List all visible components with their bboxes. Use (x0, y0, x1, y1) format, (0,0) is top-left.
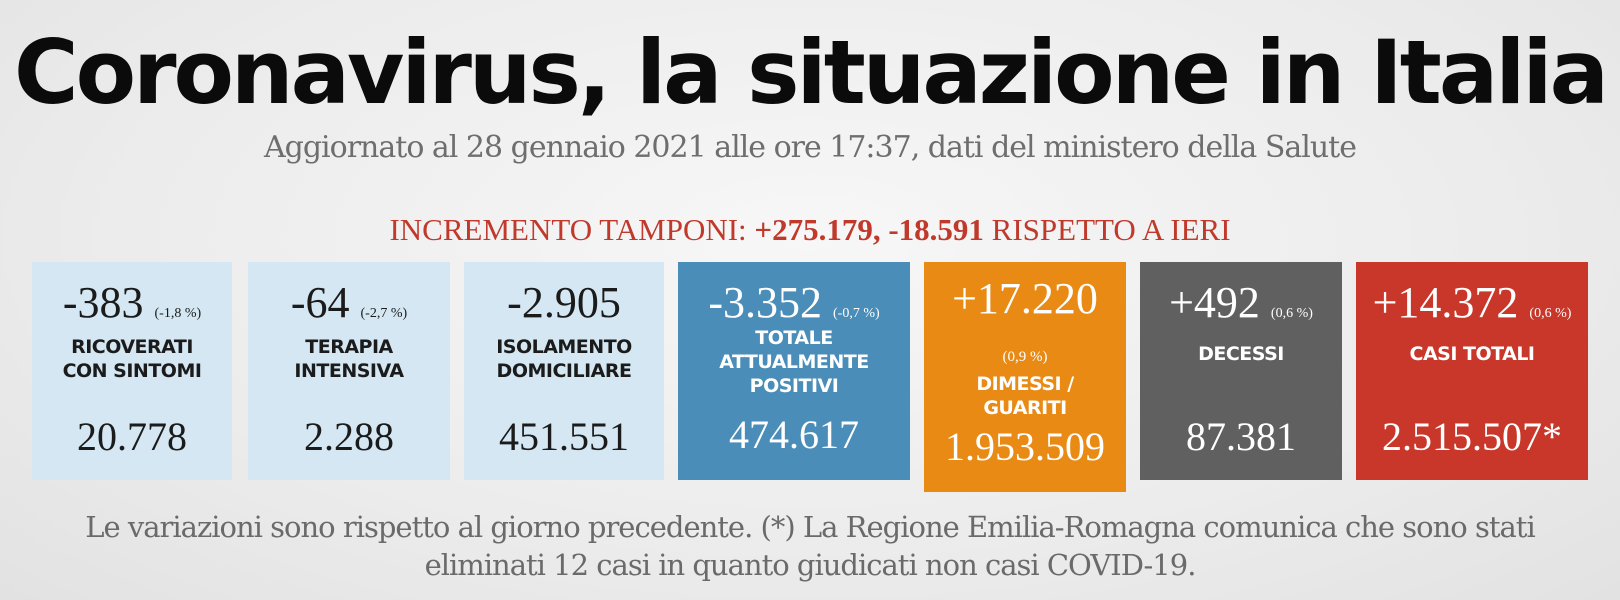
label-line: TERAPIA (305, 336, 393, 358)
card-ricoverati: -383 (-1,8 %) RICOVERATI CON SINTOMI 20.7… (32, 262, 232, 480)
tamponi-suffix: RISPETTO A IERI (983, 212, 1231, 247)
delta-percent: (0,9 %) (1002, 349, 1048, 365)
card-delta: -64 (-2,7 %) (248, 278, 450, 339)
card-total: 451.551 (499, 414, 629, 459)
label-line: TOTALE (755, 327, 833, 349)
card-totale-positivi: -3.352 (-0,7 %) TOTALE ATTUALMENTE POSITIV… (678, 262, 910, 480)
footer-line: Le variazioni sono rispetto al giorno pr… (85, 510, 1536, 544)
delta-percent: (0,6 %) (1270, 306, 1313, 321)
card-total: 2.515.507* (1382, 414, 1562, 459)
card-casi-totali: +14.372 (0,6 %) CASI TOTALI 2.515.507* (1356, 262, 1588, 480)
label-line: ISOLAMENTO (496, 336, 632, 358)
card-label: DIMESSI / GUARITI (924, 372, 1126, 420)
delta-value: -3.352 (708, 278, 822, 327)
card-delta: -383 (-1,8 %) (32, 278, 232, 339)
tamponi-value: +275.179, -18.591 (754, 212, 984, 247)
delta-value: +492 (1169, 278, 1260, 327)
card-terapia-intensiva: -64 (-2,7 %) TERAPIA INTENSIVA 2.288 (248, 262, 450, 480)
card-delta: -3.352 (-0,7 %) (678, 278, 910, 339)
card-label: DECESSI (1140, 342, 1342, 366)
delta-percent: (-0,7 %) (833, 306, 880, 321)
card-total: 20.778 (77, 414, 187, 459)
footer-note: Le variazioni sono rispetto al giorno pr… (0, 508, 1620, 584)
page-title: Coronavirus, la situazione in Italia (14, 21, 1609, 124)
card-delta: +17.220 (924, 274, 1126, 324)
delta-percent: (0,6 %) (1529, 306, 1572, 321)
tamponi-prefix: INCREMENTO TAMPONI: (389, 212, 755, 247)
card-delta: +14.372 (0,6 %) (1356, 278, 1588, 339)
label-line: DOMICILIARE (496, 360, 632, 382)
delta-value: +17.220 (952, 274, 1098, 323)
update-subtitle: Aggiornato al 28 gennaio 2021 alle ore 1… (263, 130, 1357, 165)
delta-percent: (-1,8 %) (154, 306, 202, 321)
label-line: DECESSI (1198, 343, 1284, 365)
label-line: ATTUALMENTE (719, 351, 869, 373)
card-isolamento: -2.905 ISOLAMENTO DOMICILIARE 451.551 (464, 262, 664, 480)
label-line: INTENSIVA (294, 360, 404, 382)
footer-line: eliminati 12 casi in quanto giudicati no… (424, 548, 1197, 582)
delta-value: -64 (290, 278, 350, 327)
delta-value: -383 (62, 278, 144, 327)
label-line: CASI TOTALI (1409, 343, 1536, 365)
delta-value: +14.372 (1372, 278, 1519, 327)
card-delta: +492 (0,6 %) (1140, 278, 1342, 339)
label-line: RICOVERATI (71, 336, 193, 358)
card-total: 2.288 (304, 414, 394, 459)
card-delta: -2.905 (464, 278, 664, 328)
label-line: POSITIVI (749, 375, 839, 397)
card-total: 1.953.509 (945, 424, 1105, 469)
card-total: 87.381 (1186, 414, 1296, 459)
card-label: TERAPIA INTENSIVA (248, 335, 450, 383)
card-total: 474.617 (729, 412, 859, 457)
label-line: CON SINTOMI (62, 360, 202, 382)
label-line: GUARITI (983, 397, 1067, 419)
card-label: ISOLAMENTO DOMICILIARE (464, 335, 664, 383)
card-dimessi-guariti: +17.220 (0,9 %) DIMESSI / GUARITI 1.953.5… (924, 262, 1126, 492)
delta-value: -2.905 (507, 278, 621, 327)
label-line: DIMESSI / (976, 373, 1074, 395)
card-decessi: +492 (0,6 %) DECESSI 87.381 (1140, 262, 1342, 480)
card-label: CASI TOTALI (1356, 342, 1588, 366)
tamponi-increment: INCREMENTO TAMPONI: +275.179, -18.591 RI… (0, 210, 1620, 250)
card-label: TOTALE ATTUALMENTE POSITIVI (678, 326, 910, 398)
card-label: RICOVERATI CON SINTOMI (32, 335, 232, 383)
delta-percent: (-2,7 %) (360, 306, 408, 321)
